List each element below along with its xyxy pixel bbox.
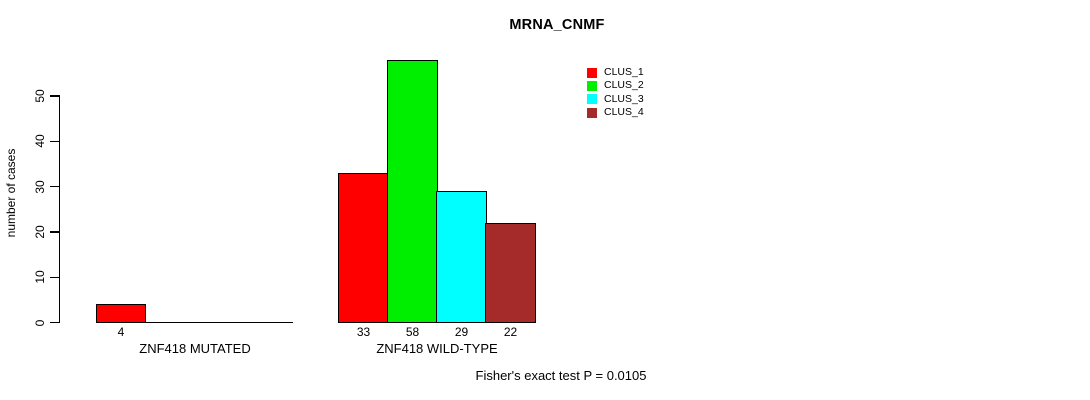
x-group-label-wildtype: ZNF418 WILD-TYPE — [376, 341, 498, 356]
legend-swatch-clus_3 — [586, 94, 597, 105]
bar-clus_1-mutated — [95, 304, 147, 324]
y-axis-label: number of cases — [4, 148, 18, 238]
legend-label-clus_2: CLUS_2 — [604, 79, 644, 92]
bar-clus_3-wild-type — [436, 191, 487, 324]
legend-swatch-clus_2 — [586, 80, 597, 91]
legend-swatch-clus_1 — [586, 67, 597, 78]
legend-label-clus_1: CLUS_1 — [604, 66, 644, 78]
y-tick-label: 40 — [33, 134, 47, 148]
y-tick-label: 50 — [33, 89, 47, 103]
bar-value-label: 4 — [117, 325, 125, 339]
x-group-label-mutated: ZNF418 MUTATED — [139, 341, 251, 356]
bar-clus_2-wild-type — [387, 59, 438, 324]
y-tick-label: 30 — [33, 179, 47, 194]
legend-swatch-clus_4 — [586, 107, 597, 118]
bar-clus_3-mutated-zero — [193, 321, 245, 324]
y-axis-line — [59, 95, 61, 324]
y-axis-tick — [50, 185, 60, 188]
y-tick-label: 0 — [33, 319, 47, 326]
y-axis-tick — [50, 231, 60, 233]
bar-value-label: 58 — [405, 325, 420, 339]
bar-clus_4-wild-type — [485, 222, 536, 324]
bar-clus_1-wild-type — [338, 173, 389, 324]
y-axis-tick — [50, 321, 60, 324]
y-tick-label: 10 — [33, 270, 47, 284]
legend-label-clus_3: CLUS_3 — [604, 92, 644, 105]
bar-value-label: 29 — [454, 325, 469, 339]
bar-clus_4-mutated-zero — [242, 321, 294, 324]
bar-value-label: 22 — [503, 325, 518, 339]
y-tick-label: 20 — [33, 225, 47, 239]
chart-title: MRNA_CNMF — [509, 17, 605, 33]
y-axis-tick — [50, 140, 60, 142]
y-axis-tick — [50, 95, 60, 97]
bar-clus_2-mutated-zero — [144, 321, 196, 324]
fisher-test-annotation: Fisher's exact test P = 0.0105 — [475, 368, 647, 383]
y-axis-tick — [50, 276, 60, 278]
legend-label-clus_4: CLUS_4 — [604, 106, 644, 119]
bar-value-label: 33 — [356, 325, 371, 339]
